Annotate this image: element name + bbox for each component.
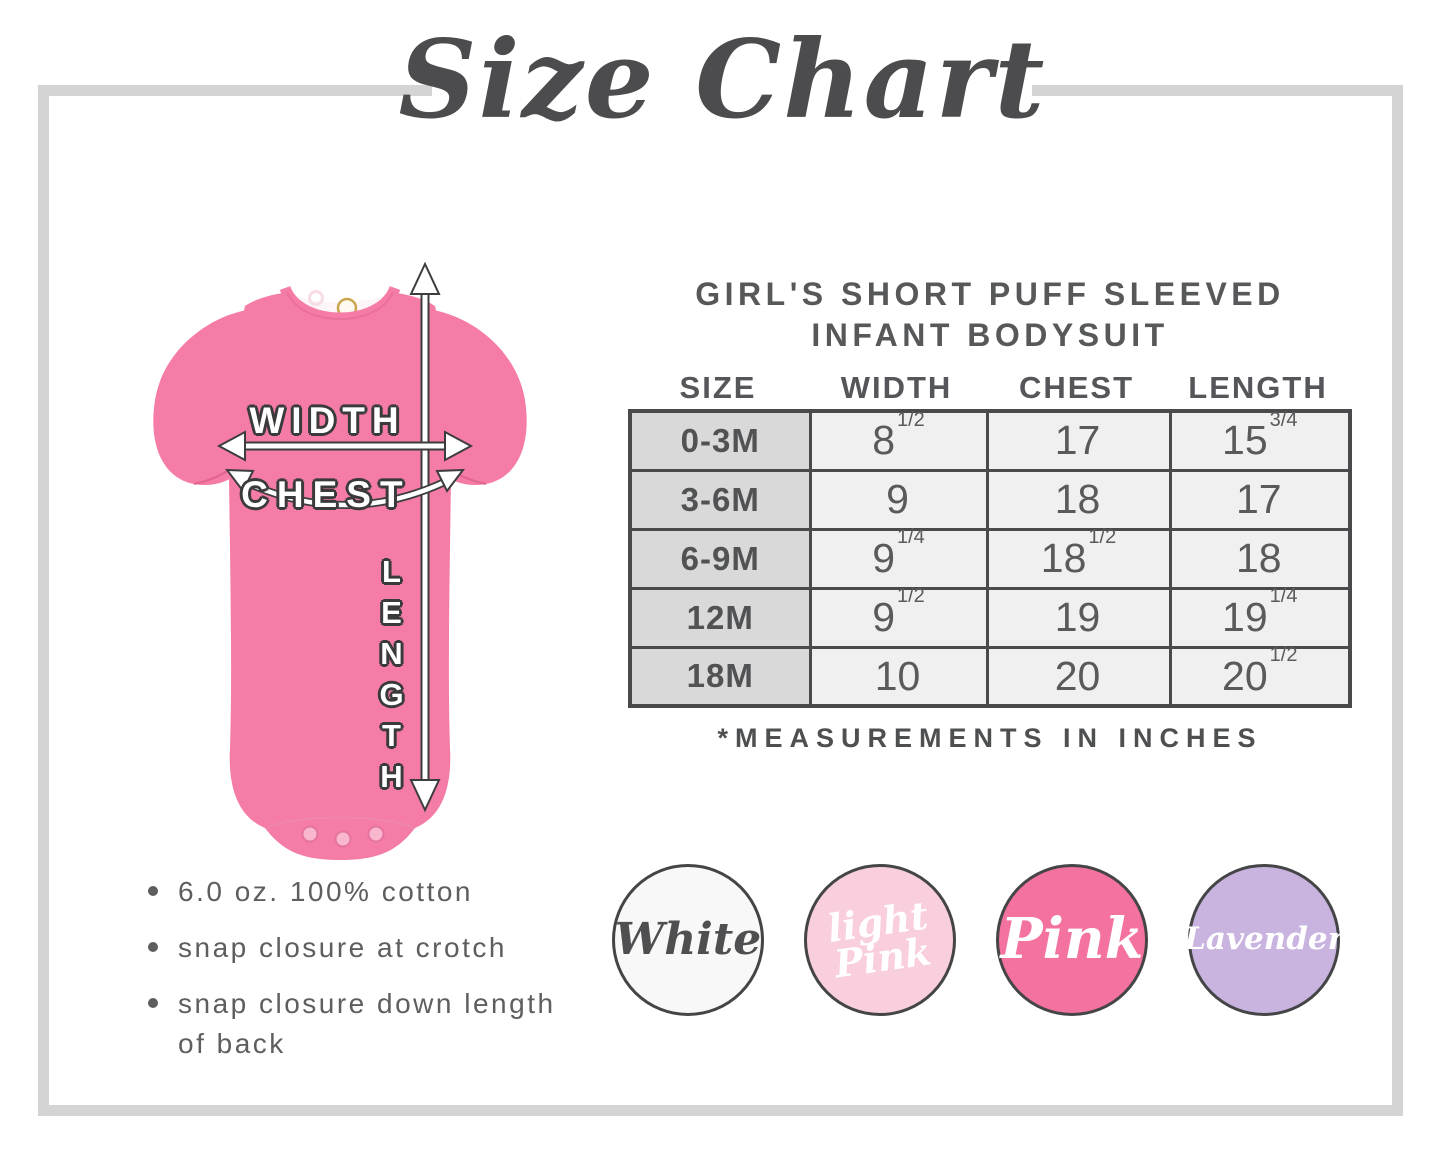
fraction: 1/2 xyxy=(897,585,925,608)
width-value: 8 1/2 xyxy=(808,408,989,472)
size-table-panel: GIRL'S SHORT PUFF SLEEVED INFANT BODYSUI… xyxy=(628,274,1352,754)
bullet-icon xyxy=(148,886,158,896)
fraction: 3/4 xyxy=(1269,408,1298,431)
chest-measure-label: CHEST xyxy=(241,474,412,515)
size-label: 6-9M xyxy=(628,527,812,590)
length-value: 17 xyxy=(1168,468,1352,531)
neck-binding-edge xyxy=(286,291,394,320)
crotch-seam xyxy=(266,816,414,829)
feature-text: snap closure at crotch xyxy=(178,932,507,964)
swatch-label: Pink xyxy=(1000,906,1144,973)
swatch-lavender: Lavender xyxy=(1184,864,1344,1016)
fraction: 1/2 xyxy=(1269,644,1298,667)
swatch-pink: Pink xyxy=(996,864,1148,1016)
table-row: 0-3M 8 1/2 17 15 3/4 xyxy=(628,408,1352,472)
fraction: 1/2 xyxy=(1088,526,1117,549)
color-swatches: White light Pink Pink Lavender xyxy=(612,864,1344,1016)
swatch-light-pink: light Pink xyxy=(804,864,956,1016)
crotch-snap xyxy=(301,825,319,843)
crotch-snap xyxy=(367,825,385,843)
measurements-footnote: *MEASUREMENTS IN INCHES xyxy=(717,723,1263,753)
column-header-size: SIZE xyxy=(679,370,757,405)
table-row: 12M 9 1/2 19 19 1/4 xyxy=(628,585,1352,649)
fraction: 1/2 xyxy=(897,408,925,431)
chest-value: 19 xyxy=(985,586,1172,649)
width-value: 9 xyxy=(808,468,989,531)
chest-value: 18 xyxy=(985,468,1172,531)
bodysuit-diagram: WIDTH CHEST LENGTH xyxy=(95,228,585,873)
swatch-label: light Pink xyxy=(824,892,934,987)
length-value: 19 1/4 xyxy=(1168,585,1352,649)
feature-list: 6.0 oz. 100% cotton snap closure at crot… xyxy=(140,872,585,1080)
table-column-headers: SIZE WIDTH CHEST LENGTH xyxy=(628,370,1352,406)
column-header-chest: CHEST xyxy=(1018,370,1135,405)
feature-text: snap closure down length of back xyxy=(178,988,556,1059)
length-value: 15 3/4 xyxy=(1168,408,1352,472)
column-header-width: WIDTH xyxy=(840,370,953,405)
width-measure-label: WIDTH xyxy=(249,400,406,441)
title-mask xyxy=(432,70,1032,108)
length-measure-label: LENGTH xyxy=(374,554,409,800)
fraction: 1/4 xyxy=(1269,585,1298,608)
bodysuit-body xyxy=(228,292,452,860)
column-header-length: LENGTH xyxy=(1188,370,1328,405)
bullet-icon xyxy=(148,998,158,1009)
size-label: 3-6M xyxy=(628,468,812,531)
feature-item: snap closure down length of back xyxy=(140,984,585,1062)
table-row: 3-6M 9 18 17 xyxy=(628,468,1352,531)
chest-value: 18 1/2 xyxy=(985,526,1172,590)
width-value: 9 1/4 xyxy=(808,526,989,590)
neck-snap xyxy=(308,290,324,306)
table-row: 18M 10 20 20 1/2 xyxy=(628,644,1352,708)
crotch-snap xyxy=(334,830,352,848)
table-row: 6-9M 9 1/4 18 1/2 18 xyxy=(628,526,1352,590)
chest-arrow xyxy=(224,468,466,509)
feature-item: snap closure at crotch xyxy=(140,928,585,967)
swatch-white: White xyxy=(612,864,764,1016)
width-value: 10 xyxy=(808,645,989,708)
length-value: 18 xyxy=(1168,527,1352,590)
feature-item: 6.0 oz. 100% cotton xyxy=(140,872,585,911)
width-value: 9 1/2 xyxy=(808,585,989,649)
width-arrow xyxy=(216,430,474,462)
product-heading: GIRL'S SHORT PUFF SLEEVED INFANT BODYSUI… xyxy=(628,274,1352,356)
page-title: Size Chart xyxy=(398,17,1047,143)
chest-value: 20 xyxy=(985,645,1172,708)
swatch-label: White xyxy=(614,914,762,966)
chest-value: 17 xyxy=(985,409,1172,472)
product-heading-line1: GIRL'S SHORT PUFF SLEEVED xyxy=(695,276,1285,312)
length-arrow xyxy=(409,261,441,813)
bodysuit-graphic xyxy=(153,261,527,860)
length-value: 20 1/2 xyxy=(1168,644,1352,708)
size-label: 18M xyxy=(628,645,812,708)
feature-text: 6.0 oz. 100% cotton xyxy=(178,876,474,907)
product-heading-line2: INFANT BODYSUIT xyxy=(811,317,1169,353)
size-table: 0-3M 8 1/2 17 15 3/4 3-6M 9 18 17 6-9M 9 1/… xyxy=(628,409,1352,708)
fraction: 1/4 xyxy=(897,526,925,549)
size-label: 12M xyxy=(628,586,812,649)
size-label: 0-3M xyxy=(628,409,812,472)
bullet-icon xyxy=(148,942,158,953)
swatch-label: Lavender xyxy=(1184,921,1344,958)
